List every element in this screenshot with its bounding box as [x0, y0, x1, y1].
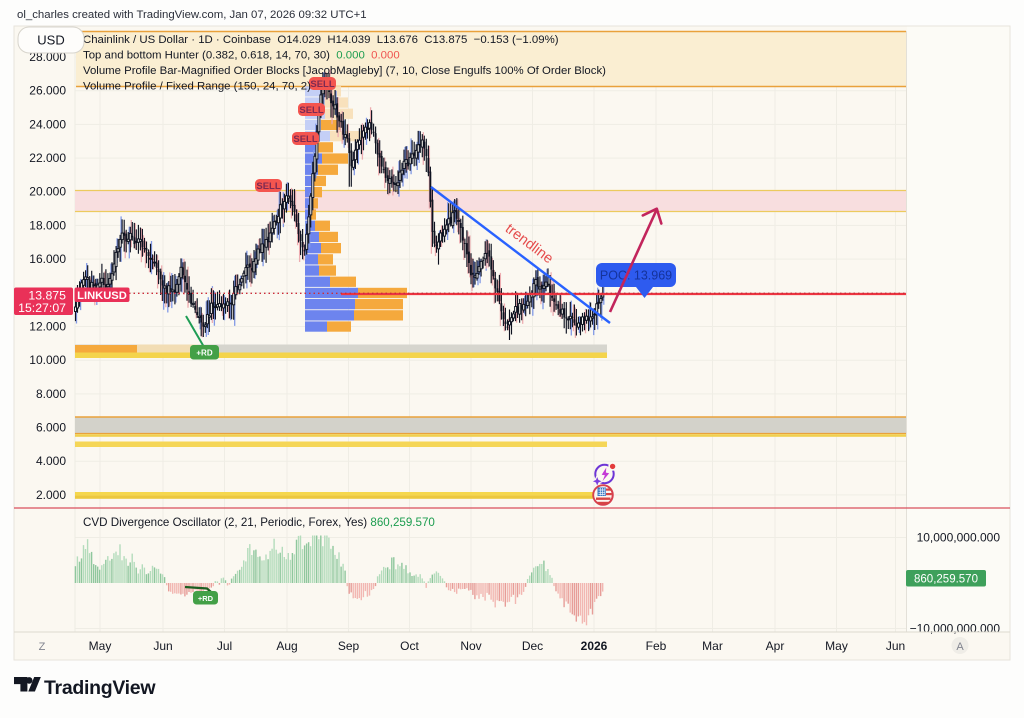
svg-text:6.000: 6.000	[36, 421, 66, 435]
svg-text:Sep: Sep	[338, 639, 360, 653]
svg-text:Dec: Dec	[522, 639, 543, 653]
svg-text:12.000: 12.000	[29, 320, 66, 334]
svg-text:Oct: Oct	[400, 639, 419, 653]
svg-text:SELL: SELL	[299, 105, 323, 116]
svg-text:LINKUSD: LINKUSD	[77, 290, 127, 302]
svg-text:Jun: Jun	[153, 639, 172, 653]
svg-text:860,259.570: 860,259.570	[914, 574, 978, 586]
svg-text:16.000: 16.000	[29, 252, 66, 266]
svg-text:2026: 2026	[581, 639, 608, 653]
svg-text:Jun: Jun	[886, 639, 905, 653]
svg-text:Nov: Nov	[460, 639, 481, 653]
svg-text:SELL: SELL	[293, 134, 317, 145]
svg-text:+RD: +RD	[196, 349, 212, 358]
svg-text:8.000: 8.000	[36, 387, 66, 401]
svg-text:10.000: 10.000	[29, 353, 66, 367]
svg-text:USD: USD	[37, 33, 64, 48]
svg-text:+RD: +RD	[198, 594, 214, 603]
svg-text:A: A	[956, 641, 964, 653]
svg-text:ol_charles created with Tradin: ol_charles created with TradingView.com,…	[17, 9, 367, 21]
svg-text:Z: Z	[39, 641, 46, 653]
svg-text:10,000,000.000: 10,000,000.000	[917, 531, 1001, 545]
svg-text:Aug: Aug	[276, 639, 297, 653]
svg-text:Mar: Mar	[702, 639, 723, 653]
svg-text:Chainlink / US Dollar · 1D · C: Chainlink / US Dollar · 1D · Coinbase O1…	[83, 34, 559, 46]
svg-text:Jul: Jul	[217, 639, 232, 653]
svg-text:24.000: 24.000	[29, 117, 66, 131]
svg-text:26.000: 26.000	[29, 84, 66, 98]
svg-text:May: May	[89, 639, 112, 653]
svg-text:SELL: SELL	[310, 79, 334, 90]
svg-text:Apr: Apr	[766, 639, 785, 653]
svg-text:13.875: 13.875	[28, 289, 66, 303]
svg-text:POC: 13.969: POC: 13.969	[600, 269, 672, 283]
svg-text:May: May	[825, 639, 848, 653]
svg-text:Volume Profile / Fixed Range (: Volume Profile / Fixed Range (150, 24, 7…	[83, 81, 311, 93]
svg-text:SELL: SELL	[256, 181, 280, 192]
svg-text:CVD Divergence Oscillator (2,: CVD Divergence Oscillator (2, 21, Period…	[83, 516, 435, 529]
svg-text:Volume Profile Bar-Magnified O: Volume Profile Bar-Magnified Order Block…	[83, 65, 606, 77]
svg-text:2.000: 2.000	[36, 488, 66, 502]
svg-text:Feb: Feb	[646, 639, 667, 653]
svg-text:20.000: 20.000	[29, 185, 66, 199]
svg-text:18.000: 18.000	[29, 218, 66, 232]
svg-text:15:27:07: 15:27:07	[18, 301, 66, 315]
svg-text:−10,000,000.000: −10,000,000.000	[910, 622, 1001, 636]
svg-text:Top and bottom Hunter (0.382,: Top and bottom Hunter (0.382, 0.618, 14,…	[83, 50, 400, 62]
svg-text:22.000: 22.000	[29, 151, 66, 165]
svg-text:4.000: 4.000	[36, 454, 66, 468]
svg-text:TradingView: TradingView	[44, 677, 156, 699]
